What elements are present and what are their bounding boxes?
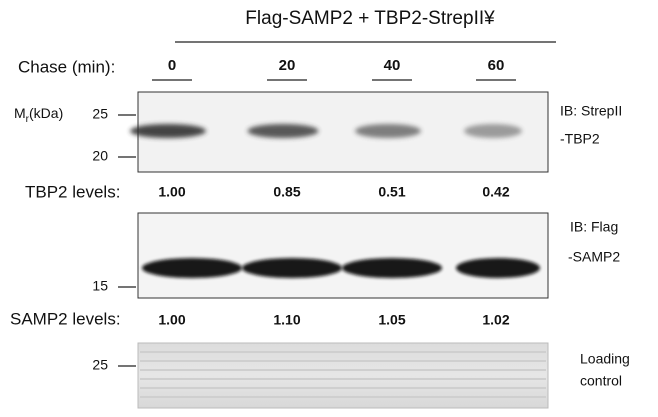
marker-label: 25 [92,106,108,122]
band [355,124,421,138]
marker-label: 20 [92,148,108,164]
level-value: 1.00 [158,184,185,200]
band [456,258,540,278]
lane-label: 60 [488,57,505,74]
marker-label: 25 [92,357,108,373]
loading-label: Loading [580,351,630,367]
level-value: 1.00 [158,312,185,328]
band [464,124,522,138]
title: Flag-SAMP2 + TBP2-StrepII¥ [245,8,495,29]
band-label: -SAMP2 [568,249,620,265]
band [142,258,242,278]
mr-label: Mr(kDa) [14,105,63,125]
blot-flag [137,212,549,299]
lane-label: 20 [279,57,296,74]
band [130,124,206,138]
band [242,258,342,278]
band-label: -TBP2 [560,131,600,147]
levels-label: TBP2 levels: [25,182,120,201]
lane-label: 0 [168,57,176,74]
chase-label: Chase (min): [18,57,115,76]
level-value: 0.42 [482,184,509,200]
level-value: 1.10 [273,312,300,328]
level-value: 0.51 [378,184,405,200]
antibody-label: IB: Flag [570,219,618,235]
band [247,124,319,138]
loading-label: control [580,373,622,389]
band [342,258,442,278]
level-value: 0.85 [273,184,300,200]
marker-label: 15 [92,278,108,294]
level-value: 1.05 [378,312,405,328]
antibody-label: IB: StrepII [560,103,622,119]
levels-label: SAMP2 levels: [10,309,121,328]
lane-label: 40 [384,57,401,74]
level-value: 1.02 [482,312,509,328]
